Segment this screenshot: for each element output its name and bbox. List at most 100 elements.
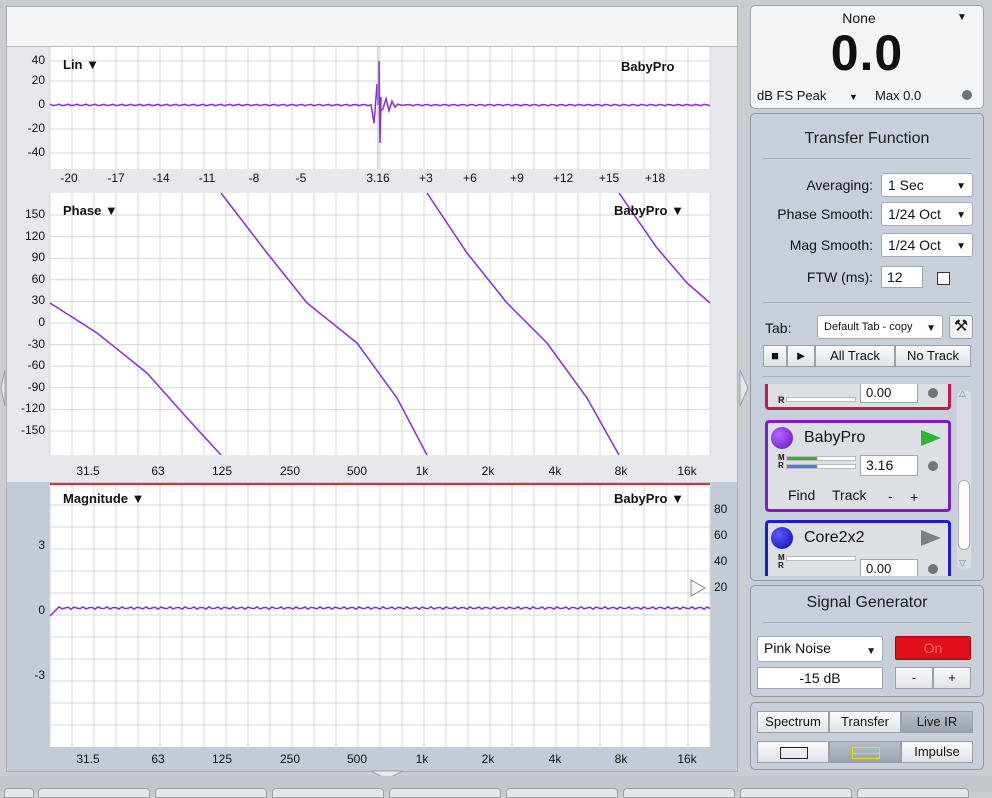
track-delay-input[interactable]: 0.00 bbox=[860, 384, 918, 403]
impulse-x-tick: -8 bbox=[248, 171, 260, 185]
magnitude-right-tick: 80 bbox=[714, 502, 728, 516]
phase-y-tick: 90 bbox=[31, 250, 45, 265]
track-button[interactable]: Track bbox=[832, 487, 867, 503]
phase-y-tick: -30 bbox=[27, 336, 45, 351]
meter-m-label: M bbox=[778, 553, 785, 562]
collapse-down-icon[interactable] bbox=[369, 770, 405, 780]
level-minus-button[interactable]: - bbox=[895, 667, 933, 689]
scroll-up-icon[interactable]: △ bbox=[959, 388, 966, 398]
magnitude-right-tick: 20 bbox=[714, 580, 728, 594]
magnitude-x-tick: 31.5 bbox=[76, 752, 100, 766]
track-delay-input[interactable]: 3.16 bbox=[860, 455, 918, 476]
all-track-button[interactable]: All Track bbox=[815, 345, 895, 367]
track-meter bbox=[786, 397, 856, 402]
level-plus-button[interactable]: + bbox=[933, 667, 971, 689]
right-expand-icon[interactable] bbox=[739, 368, 749, 408]
stop-button[interactable]: ■ bbox=[763, 345, 787, 367]
plus-button[interactable]: + bbox=[910, 489, 919, 505]
spectrum-button[interactable]: Spectrum bbox=[757, 711, 829, 733]
phase-menu[interactable]: Phase ▼ bbox=[63, 203, 118, 218]
signal-level-field[interactable]: -15 dB bbox=[757, 667, 883, 689]
bottom-tab[interactable] bbox=[857, 788, 969, 798]
track-delay-input[interactable]: 0.00 bbox=[860, 559, 918, 576]
play-button[interactable]: ► bbox=[787, 345, 815, 367]
impulse-source-label: BabyPro bbox=[621, 59, 675, 74]
impulse-plot[interactable] bbox=[7, 47, 737, 199]
magnitude-source-menu[interactable]: BabyPro ▼ bbox=[614, 491, 684, 506]
magnitude-menu[interactable]: Magnitude ▼ bbox=[63, 491, 145, 506]
tools-icon[interactable]: ⚒ bbox=[949, 315, 973, 339]
averaging-label: Averaging: bbox=[806, 177, 873, 193]
split-pane-button[interactable] bbox=[829, 741, 901, 763]
phase-plot[interactable] bbox=[7, 193, 737, 455]
bottom-tab[interactable] bbox=[4, 788, 34, 798]
meter-mode-chevron-icon[interactable]: ▼ bbox=[849, 92, 858, 102]
mag-smooth-select[interactable]: 1/24 Oct ▼ bbox=[881, 233, 973, 257]
bottom-tab[interactable] bbox=[506, 788, 618, 798]
single-pane-button[interactable] bbox=[757, 741, 829, 763]
track-color-icon[interactable] bbox=[771, 527, 793, 549]
track-meter-r bbox=[786, 464, 856, 469]
phase-x-tick: 125 bbox=[211, 464, 233, 478]
track-status-dot[interactable] bbox=[928, 388, 938, 398]
magnitude-x-tick: 2k bbox=[481, 752, 495, 766]
track-card[interactable]: R 0.00 bbox=[765, 384, 951, 410]
transfer-button[interactable]: Transfer bbox=[829, 711, 901, 733]
phase-y-tick: 120 bbox=[24, 228, 45, 243]
chevron-down-icon: ▼ bbox=[956, 241, 966, 252]
track-card-core2x2[interactable]: Core2x2 M R 0.00 bbox=[765, 520, 951, 576]
meter-max: Max 0.0 bbox=[875, 88, 922, 103]
magnitude-x-tick: 125 bbox=[211, 752, 233, 766]
track-status-dot[interactable] bbox=[928, 564, 938, 574]
track-card-babypro[interactable]: BabyPro M R 3.16 Find Track - + bbox=[765, 420, 951, 512]
phase-x-tick: 8k bbox=[614, 464, 628, 478]
bottom-tab[interactable] bbox=[389, 788, 501, 798]
impulse-button[interactable]: Impulse bbox=[901, 741, 973, 763]
phase-y-tick: -90 bbox=[27, 379, 45, 394]
tab-label: Tab: bbox=[765, 320, 792, 336]
track-color-icon[interactable] bbox=[771, 427, 793, 449]
bottom-tab[interactable] bbox=[272, 788, 384, 798]
meter-source[interactable]: None bbox=[842, 10, 876, 26]
meter-source-chevron-icon[interactable]: ▼ bbox=[957, 12, 967, 23]
impulse-scale-menu[interactable]: Lin ▼ bbox=[63, 57, 99, 72]
play-icon[interactable] bbox=[920, 529, 942, 547]
meter-mode-menu[interactable]: dB FS Peak bbox=[757, 88, 827, 103]
single-pane-icon bbox=[780, 747, 808, 759]
live-ir-button[interactable]: Live IR bbox=[901, 711, 973, 733]
track-status-dot[interactable] bbox=[928, 461, 938, 471]
magnitude-x-tick: 500 bbox=[346, 752, 368, 766]
minus-button[interactable]: - bbox=[888, 488, 893, 504]
impulse-x-tick: +18 bbox=[644, 171, 666, 185]
play-icon[interactable] bbox=[920, 429, 942, 447]
impulse-x-tick: -20 bbox=[60, 171, 78, 185]
bottom-tab[interactable] bbox=[155, 788, 267, 798]
magnitude-x-tick: 16k bbox=[677, 752, 697, 766]
averaging-select[interactable]: 1 Sec ▼ bbox=[881, 173, 973, 197]
ftw-checkbox[interactable] bbox=[937, 272, 950, 285]
transfer-function-panel: Transfer Function Averaging: 1 Sec ▼ Phas… bbox=[750, 113, 984, 581]
phase-source-menu[interactable]: BabyPro ▼ bbox=[614, 203, 684, 218]
find-button[interactable]: Find bbox=[788, 487, 816, 503]
meter-reset-dot[interactable] bbox=[962, 90, 972, 100]
bottom-tab[interactable] bbox=[623, 788, 735, 798]
magnitude-plot[interactable] bbox=[7, 483, 737, 747]
signal-type-select[interactable]: Pink Noise ▼ bbox=[757, 636, 883, 662]
phase-smooth-select[interactable]: 1/24 Oct ▼ bbox=[881, 202, 973, 226]
plot-area: Lin ▼ BabyPro 40 20 0 -20 -40 -20 -17 -14 -11 -8… bbox=[6, 6, 738, 780]
bottom-tab[interactable] bbox=[740, 788, 852, 798]
track-scroll-thumb[interactable] bbox=[958, 480, 970, 550]
split-pane-icon bbox=[852, 747, 880, 759]
track-scrollbar[interactable]: △ ▽ bbox=[957, 388, 971, 570]
title-bar-empty bbox=[7, 7, 737, 47]
track-list[interactable]: R 0.00 BabyPro M R 3.16 Find Track - + C… bbox=[751, 384, 955, 576]
ftw-input[interactable]: 12 bbox=[881, 266, 923, 288]
tab-select[interactable]: Default Tab - copy ▼ bbox=[817, 315, 943, 339]
meter-r-label: R bbox=[778, 461, 784, 470]
signal-on-button[interactable]: On bbox=[895, 636, 971, 660]
left-expand-icon[interactable] bbox=[0, 368, 6, 408]
scroll-down-icon[interactable]: ▽ bbox=[959, 558, 966, 568]
no-track-button[interactable]: No Track bbox=[895, 345, 971, 367]
bottom-tab[interactable] bbox=[38, 788, 150, 798]
magnitude-y-tick: 0 bbox=[38, 603, 45, 617]
